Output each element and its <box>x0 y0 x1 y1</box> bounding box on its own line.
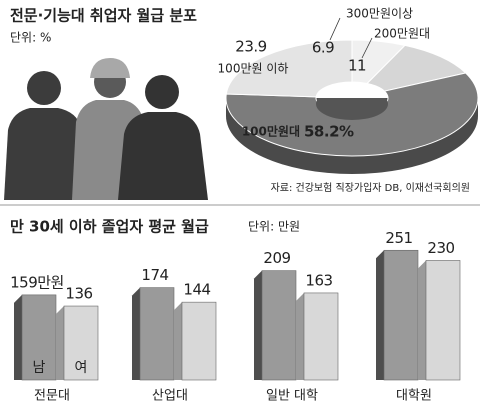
slice-value: 23.9 <box>235 38 266 56</box>
bar-title: 만 30세 이하 졸업자 평균 월급 <box>10 218 209 236</box>
pie-unit: 단위: % <box>10 31 51 45</box>
slice-value: 58.2% <box>304 123 354 141</box>
value-label: 209 <box>263 249 290 267</box>
bar <box>139 287 175 381</box>
bar <box>181 301 217 381</box>
pie-hole <box>316 82 388 98</box>
slice-value: 6.9 <box>312 39 334 57</box>
worker-left <box>4 71 86 200</box>
worker-silhouettes <box>4 58 208 200</box>
bar-side <box>174 302 182 380</box>
x-category-label: 일반 대학 <box>266 389 318 404</box>
hard-hat <box>90 58 130 78</box>
slice-category: 200만원대 <box>374 27 430 41</box>
value-label: 174 <box>141 266 168 284</box>
slice-category: 300만원이상 <box>346 7 413 21</box>
value-label: 144 <box>183 281 210 299</box>
worker-right <box>118 75 208 200</box>
value-label: 163 <box>305 271 332 289</box>
x-category-label: 전문대 <box>34 389 70 404</box>
x-category-label: 대학원 <box>396 389 432 404</box>
leader-line <box>361 37 373 59</box>
head <box>27 71 61 105</box>
bar-side <box>56 306 64 380</box>
bar-side <box>14 294 22 380</box>
value-label: 230 <box>427 239 454 257</box>
bar-unit: 단위: 만원 <box>248 220 300 234</box>
bar-side <box>418 260 426 380</box>
slice-category: 100만원 이하 <box>218 62 289 76</box>
bar <box>303 292 339 381</box>
bar <box>383 249 419 381</box>
value-label: 251 <box>385 229 412 247</box>
bar-side <box>376 250 384 380</box>
pie-title: 전문·기능대 취업자 월급 분포 <box>10 7 197 25</box>
value-label: 136 <box>65 285 92 303</box>
bar <box>21 294 57 381</box>
head <box>145 75 179 109</box>
body <box>4 108 86 200</box>
bar <box>261 270 297 381</box>
bar <box>63 305 99 381</box>
bar-side <box>296 292 304 380</box>
value-label: 159만원 <box>10 273 64 291</box>
source: 자료: 건강보험 직장가입자 DB, 이재선국회의원 <box>271 181 470 194</box>
bar-side <box>254 270 262 380</box>
body <box>118 112 208 200</box>
x-category-label: 산업대 <box>152 389 188 404</box>
bar-side <box>132 287 140 380</box>
legend-label: 여 <box>75 360 88 376</box>
slice-value: 11 <box>348 57 366 75</box>
bar <box>425 260 461 381</box>
leader-line <box>329 17 341 41</box>
slice-category: 100만원대 <box>242 124 300 139</box>
legend-label: 남 <box>33 360 46 376</box>
